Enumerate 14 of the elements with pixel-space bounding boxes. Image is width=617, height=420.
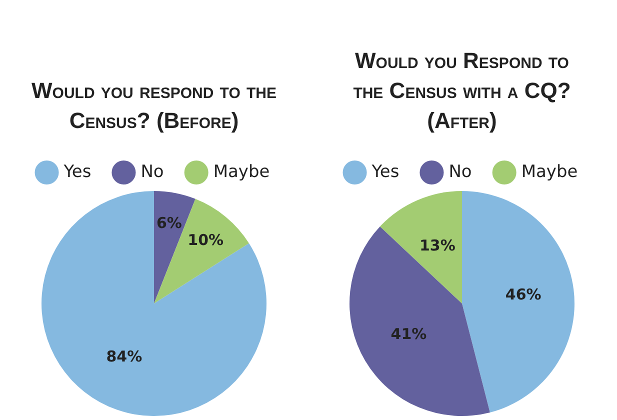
legend-label: Maybe bbox=[521, 162, 578, 182]
legend-label: Yes bbox=[62, 162, 92, 182]
data-label: 46% bbox=[505, 286, 542, 304]
data-label: 84% bbox=[106, 348, 142, 366]
data-label: 13% bbox=[419, 236, 456, 255]
data-label: 10% bbox=[188, 230, 224, 249]
legend-label: Maybe bbox=[213, 162, 270, 182]
legend-label: Yes bbox=[370, 162, 400, 182]
legend-label: No bbox=[448, 162, 472, 182]
data-label: 41% bbox=[390, 324, 427, 343]
data-label: 6% bbox=[156, 214, 182, 232]
chart-title: Would you respond to the Census? (Before) bbox=[30, 77, 278, 135]
legend-label: No bbox=[140, 162, 164, 182]
chart-title: Would you Respond to the Census with a CQ?(After) bbox=[352, 47, 572, 135]
